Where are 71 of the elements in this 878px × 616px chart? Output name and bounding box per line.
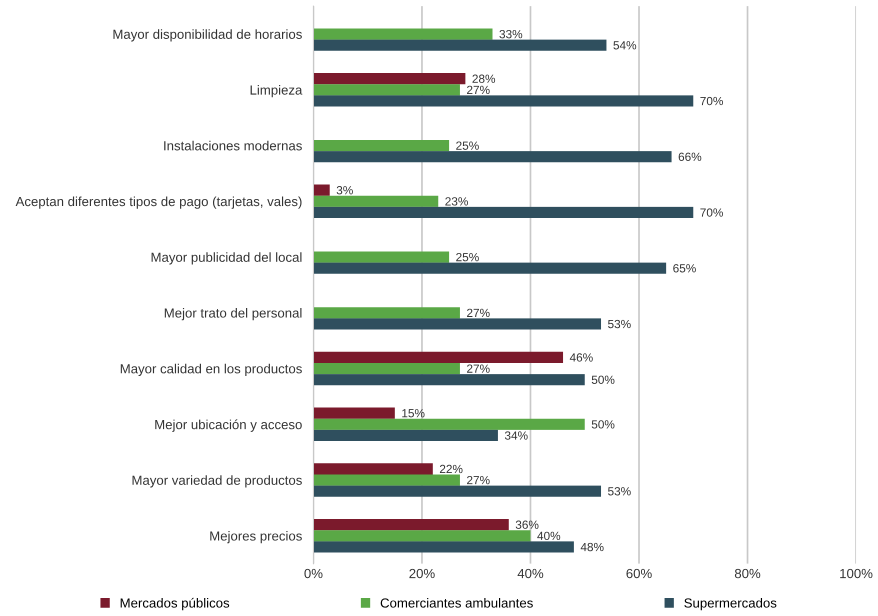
x-tick-label: 20% (409, 568, 435, 578)
bar (313, 40, 606, 51)
bar (313, 430, 498, 441)
x-tick-label: 80% (734, 568, 760, 578)
bar (313, 362, 460, 374)
bar (313, 84, 460, 96)
y-tick-label: Mayor publicidad del local (152, 252, 302, 265)
data-label: 50% (592, 376, 614, 384)
x-tick-label: 0% (304, 568, 323, 578)
bar (313, 73, 466, 84)
data-label: 65% (673, 264, 696, 272)
x-tick-label: 100% (840, 568, 872, 578)
bar (313, 474, 460, 486)
bar (313, 352, 564, 363)
legend-label: Comerciantes ambulantes (380, 598, 533, 608)
bar (313, 140, 450, 152)
data-label: 33% (499, 30, 522, 38)
bar (313, 307, 460, 318)
bar (313, 374, 585, 386)
y-tick-label: Mejores precios (210, 530, 302, 544)
y-tick-label: Mayor calidad en los productos (120, 364, 302, 376)
bar (313, 318, 602, 330)
y-tick-label: Mayor disponibilidad de horarios (113, 29, 302, 42)
bar (313, 519, 509, 530)
data-label: 70% (700, 208, 723, 217)
y-tick-label: Mayor variedad de productos (132, 475, 302, 488)
y-tick-label: Instalaciones modernas (164, 140, 302, 150)
bar (313, 541, 574, 552)
data-label: 40% (537, 532, 560, 540)
bar (313, 262, 666, 274)
x-tick-label: 40% (518, 568, 544, 578)
data-label: 46% (570, 353, 593, 362)
bar (313, 184, 330, 196)
bar (313, 196, 438, 207)
data-label: 50% (592, 420, 614, 429)
data-label: 53% (608, 320, 631, 328)
bar (313, 251, 450, 263)
bar (313, 151, 672, 162)
data-label: 23% (445, 197, 468, 206)
legend-label: Supermercados (684, 598, 776, 610)
data-label: 36% (516, 520, 539, 529)
bar (313, 486, 602, 497)
bar (313, 95, 694, 107)
data-label: 27% (467, 364, 490, 373)
data-label: 25% (456, 141, 479, 150)
bar (313, 408, 395, 419)
data-label: 70% (700, 96, 723, 106)
bar (313, 418, 585, 430)
legend-label: Mercados públicos (120, 598, 230, 610)
y-tick-label: Aceptan diferentes tipos de pago (tarjetas, vales) (16, 196, 302, 209)
bar (313, 206, 694, 218)
data-label: 66% (678, 152, 702, 161)
data-label: 3% (336, 186, 353, 194)
data-label: 25% (456, 252, 479, 262)
data-label: 27% (467, 86, 490, 94)
data-label: 54% (613, 41, 636, 50)
data-label: 48% (580, 542, 604, 552)
data-label: 22% (440, 464, 463, 474)
y-tick-label: Mejor trato del personal (164, 308, 302, 320)
bar (313, 463, 433, 474)
data-label: 28% (472, 74, 496, 83)
bar (313, 530, 530, 542)
x-tick-label: 60% (626, 568, 652, 578)
bar (313, 28, 493, 40)
data-label: 34% (504, 431, 528, 440)
data-label: 53% (608, 487, 631, 496)
data-label: 27% (467, 476, 490, 484)
y-tick-label: Mejor ubicación y acceso (155, 419, 302, 432)
data-label: 27% (467, 308, 490, 318)
data-label: 15% (402, 409, 425, 418)
y-tick-label: Limpieza (250, 85, 302, 98)
